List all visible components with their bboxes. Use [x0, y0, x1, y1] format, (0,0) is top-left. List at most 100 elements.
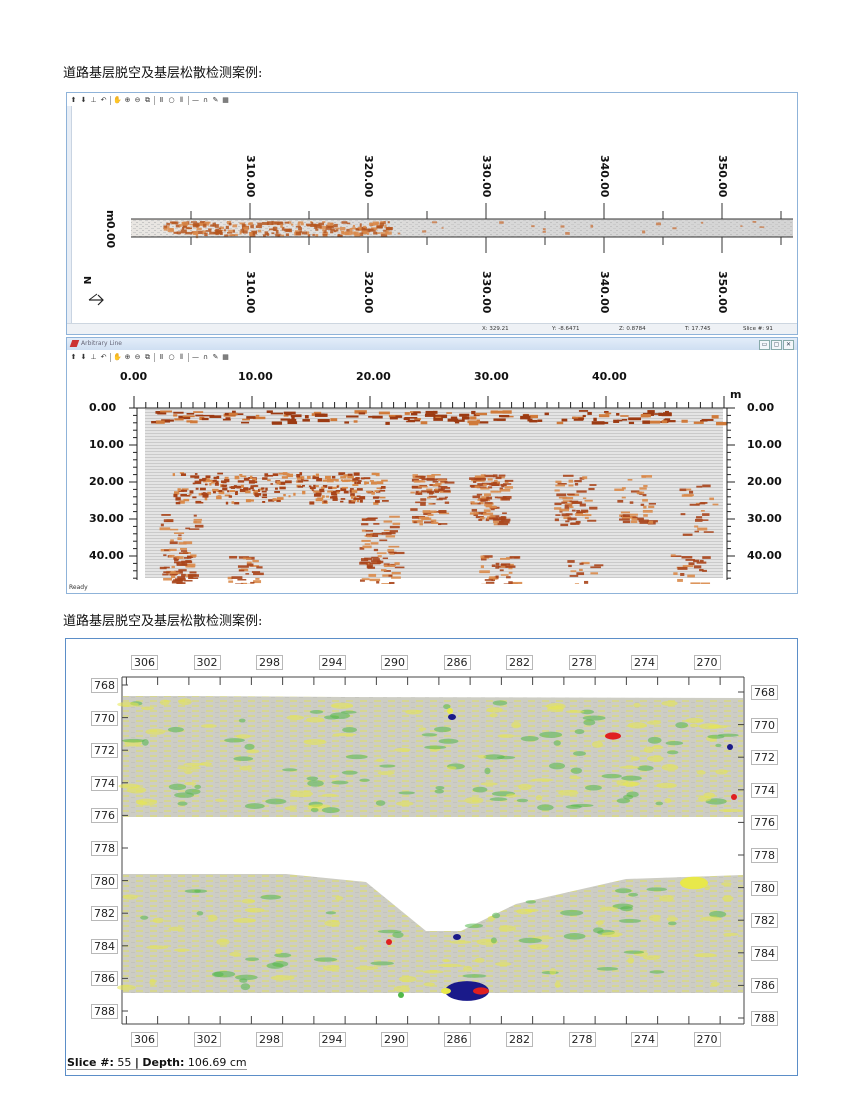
maximize-button[interactable]: ▢ [771, 340, 782, 350]
slice-mark [392, 931, 404, 939]
zoom-box-icon[interactable]: ⧉ [145, 352, 150, 361]
slice-mark [229, 951, 242, 957]
zoom-out-icon[interactable]: ⊖ [134, 352, 141, 361]
zoom-out-icon[interactable]: ⊖ [134, 95, 141, 104]
rotate-icon[interactable]: ↶ [100, 352, 107, 361]
plan-view-canvas[interactable] [67, 107, 797, 323]
anomaly-spot [642, 230, 646, 234]
slice-y-tick-left: 780 [91, 873, 118, 889]
reflection [474, 480, 485, 482]
depth-slice-canvas[interactable] [66, 639, 797, 1075]
reflection [183, 541, 193, 545]
anomaly-spot [225, 225, 229, 230]
status-x: X: 329.21 [482, 326, 509, 332]
reflection [459, 413, 470, 417]
reflection [335, 489, 341, 492]
slice-mark [446, 766, 457, 770]
reflection [332, 497, 338, 501]
anomaly-spot [257, 222, 263, 226]
reflection [499, 487, 503, 491]
arc-icon[interactable]: ∩ [202, 95, 209, 104]
reflection [483, 493, 491, 496]
slice-info: Slice #: 55 | Depth: 106.69 cm [67, 1056, 247, 1070]
trace-icon[interactable]: ⊥ [90, 352, 97, 361]
reflection [590, 572, 599, 575]
arrow-down-icon[interactable]: ⬇ [80, 95, 87, 104]
bars-icon[interactable]: ⦀ [179, 352, 184, 361]
circle-icon[interactable]: ○ [168, 352, 175, 361]
reflection [359, 579, 365, 582]
zoom-in-icon[interactable]: ⊕ [124, 95, 131, 104]
grid-icon[interactable]: ▦ [222, 95, 229, 104]
anomaly-spot [325, 226, 332, 230]
anomaly-spot [219, 230, 223, 235]
slice-mark [627, 722, 647, 729]
trace-icon[interactable]: ⊥ [90, 95, 97, 104]
reflection [679, 488, 687, 492]
hand-icon[interactable]: ✋ [113, 95, 122, 104]
pause-icon[interactable]: Ⅱ [159, 95, 164, 104]
pen-icon[interactable]: ✎ [212, 95, 219, 104]
reflection [500, 516, 507, 518]
radargram-canvas[interactable] [67, 364, 797, 584]
anomaly-spot [298, 227, 302, 231]
anomaly-spot [249, 233, 256, 238]
reflection [689, 503, 700, 506]
hand-icon[interactable]: ✋ [113, 352, 122, 361]
reflection [246, 416, 256, 419]
arc-icon[interactable]: ∩ [202, 352, 209, 361]
reflection [604, 410, 609, 414]
reflection [495, 562, 500, 566]
pen-icon[interactable]: ✎ [212, 352, 219, 361]
arrow-up-icon[interactable]: ⬆ [70, 352, 77, 361]
slice-hotspot [727, 744, 733, 750]
reflection [564, 503, 573, 505]
slice-mark [685, 717, 704, 724]
reflection [181, 488, 189, 490]
reflection [627, 478, 633, 481]
anomaly-spot [560, 225, 565, 228]
reflection [480, 474, 486, 477]
line-icon[interactable]: — [192, 352, 199, 361]
bars-icon[interactable]: ⦀ [179, 95, 184, 104]
reflection [680, 513, 686, 516]
arrow-up-icon[interactable]: ⬆ [70, 95, 77, 104]
reflection [579, 503, 586, 507]
zoom-box-icon[interactable]: ⧉ [145, 95, 150, 104]
reflection [389, 525, 400, 529]
line-icon[interactable]: — [192, 95, 199, 104]
reflection [677, 567, 688, 570]
slice-mark [721, 882, 732, 886]
grid-icon[interactable]: ▦ [222, 352, 229, 361]
reflection [246, 561, 252, 564]
reflection [309, 501, 315, 505]
anomaly-spot [422, 230, 427, 233]
radar-depth-label-right: 20.00 [747, 475, 782, 488]
reflection [283, 411, 296, 415]
circle-icon[interactable]: ○ [168, 95, 175, 104]
reflection [413, 480, 421, 483]
slice-mark [313, 957, 338, 962]
minimize-button[interactable]: ▭ [759, 340, 770, 350]
reflection [308, 485, 312, 488]
reflection [335, 479, 339, 482]
arrow-down-icon[interactable]: ⬇ [80, 352, 87, 361]
reflection [480, 498, 488, 502]
reflection [514, 556, 519, 559]
reflection [197, 501, 204, 504]
reflection [477, 421, 489, 424]
reflection [229, 490, 236, 493]
pause-icon[interactable]: Ⅱ [159, 352, 164, 361]
reflection [469, 485, 476, 488]
rotate-icon[interactable]: ↶ [100, 95, 107, 104]
close-button[interactable]: ✕ [783, 340, 794, 350]
reflection [242, 557, 252, 560]
caption-1: 道路基层脱空及基层松散检测案例: [63, 66, 263, 81]
reflection [194, 473, 198, 475]
anomaly-spot [337, 233, 341, 238]
reflection [438, 523, 448, 525]
reflection [616, 413, 620, 416]
reflection [174, 418, 184, 421]
reflection [643, 505, 647, 509]
zoom-in-icon[interactable]: ⊕ [124, 352, 131, 361]
